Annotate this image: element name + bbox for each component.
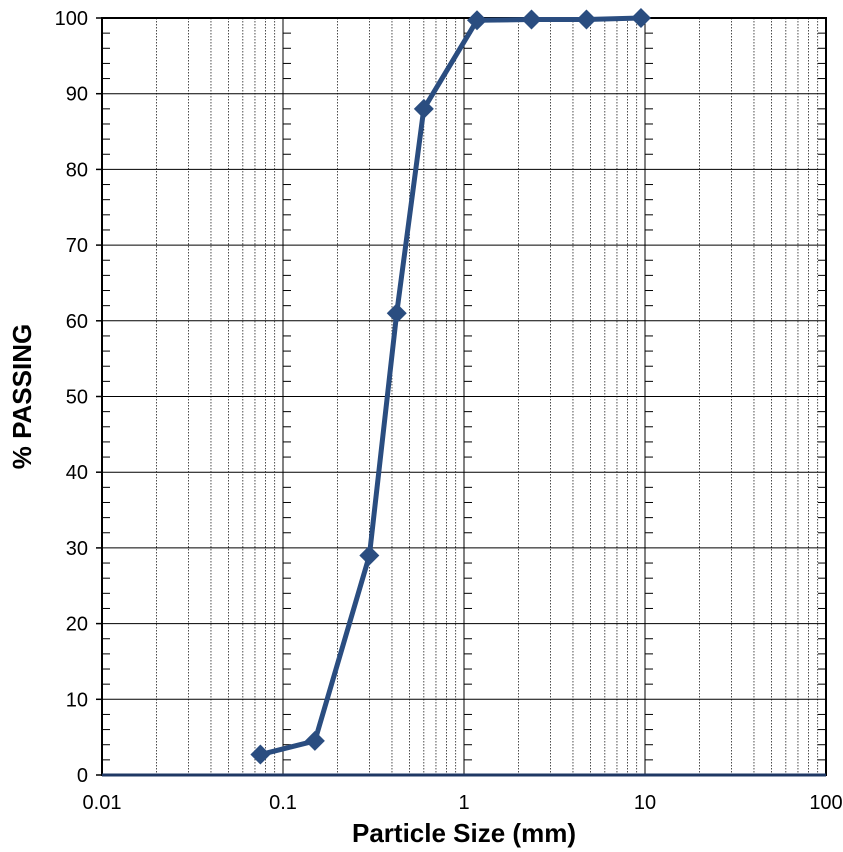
data-point-marker: [386, 303, 407, 324]
data-point-marker: [576, 9, 597, 30]
y-tick-label: 90: [66, 84, 88, 106]
data-point-marker: [467, 10, 488, 31]
x-tick-label: 1: [458, 792, 469, 814]
series-layer: [250, 8, 651, 765]
y-tick-label: 60: [66, 311, 88, 333]
y-tick-label: 30: [66, 538, 88, 560]
x-tick-labels: 0.01 0.1 1 10 100: [83, 792, 843, 814]
y-tick-label: 40: [66, 462, 88, 484]
x-tick-label: 0.01: [83, 792, 122, 814]
y-tick-label: 80: [66, 159, 88, 181]
y-tick-labels: 0 10 20 30 40 50 60 70 80 90 100: [55, 8, 88, 787]
data-point-marker: [359, 545, 380, 566]
x-tick-label: 10: [634, 792, 656, 814]
data-point-marker: [630, 8, 651, 28]
grid-lines: [102, 18, 826, 775]
y-tick-label: 50: [66, 387, 88, 409]
y-tick-label: 100: [55, 8, 88, 30]
x-axis-title: Particle Size (mm): [352, 818, 576, 848]
data-point-marker: [250, 744, 271, 765]
data-point-marker: [304, 730, 325, 751]
data-point-marker: [521, 9, 542, 30]
y-tick-label: 20: [66, 614, 88, 636]
y-tick-label: 10: [66, 689, 88, 711]
x-tick-label: 0.1: [269, 792, 297, 814]
y-axis-title: % PASSING: [7, 324, 37, 469]
y-tick-label: 70: [66, 235, 88, 257]
data-point-marker: [413, 98, 434, 119]
y-tick-label: 0: [77, 765, 88, 787]
x-tick-label: 100: [809, 792, 842, 814]
